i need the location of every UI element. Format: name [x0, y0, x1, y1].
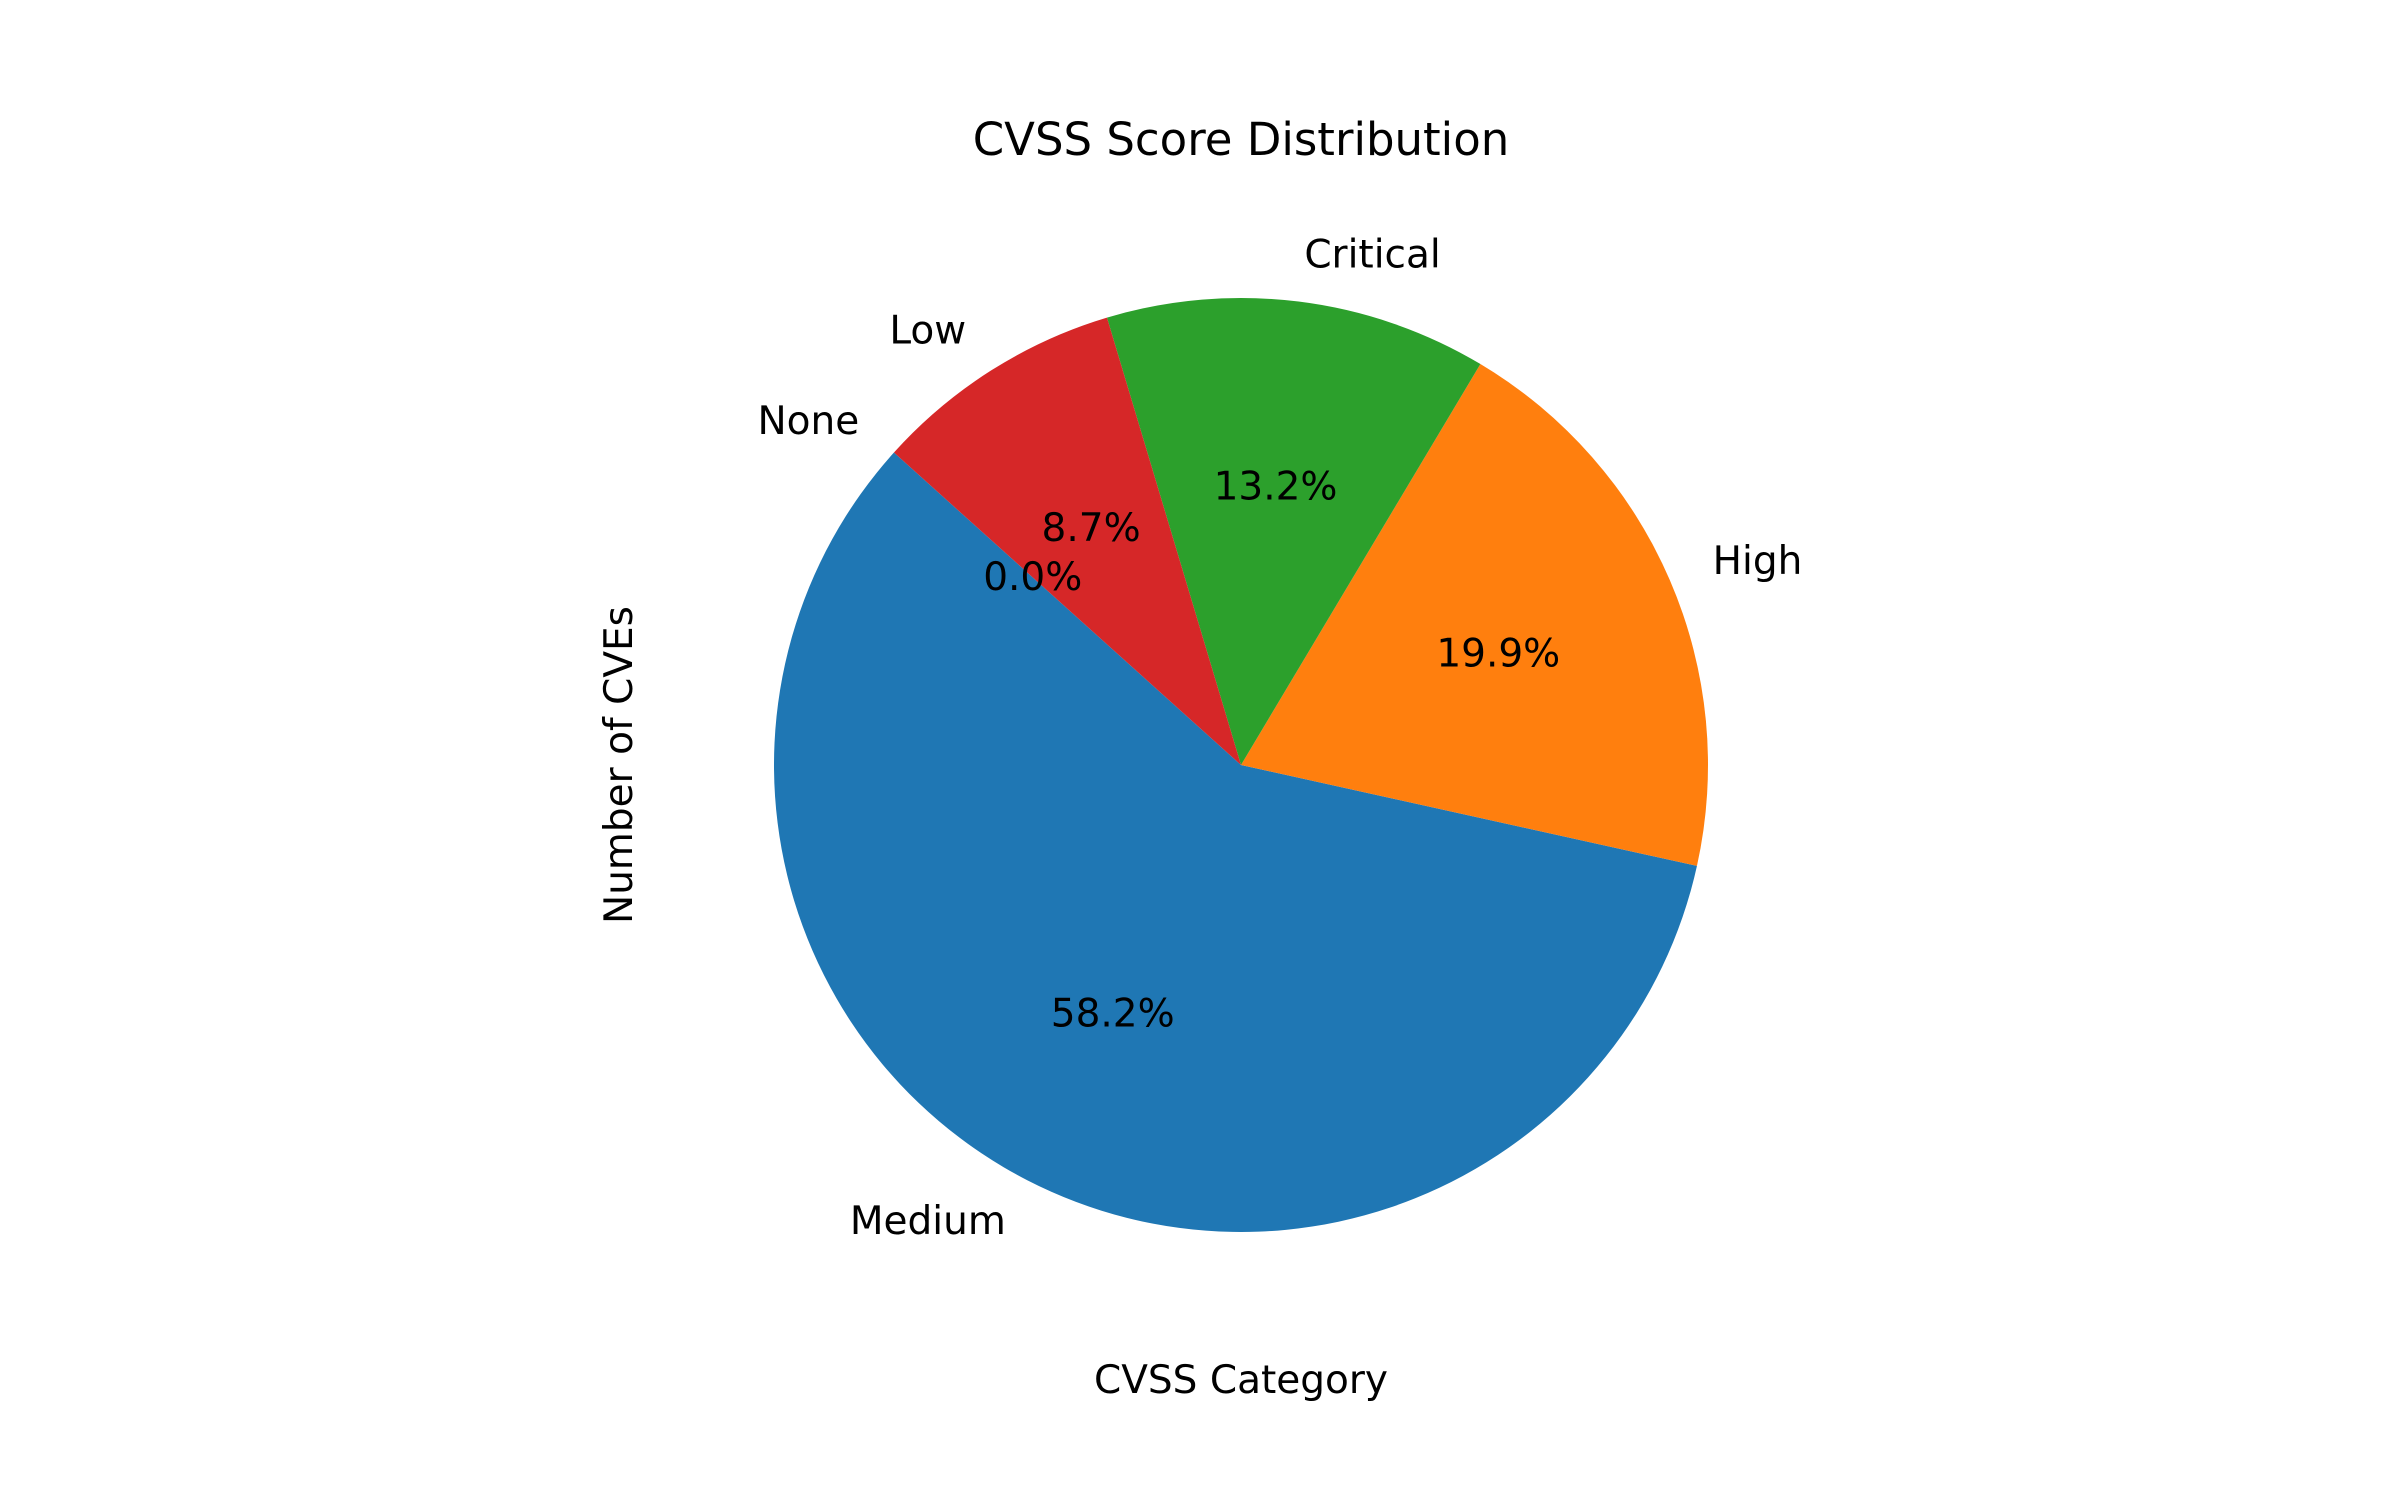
slice-percent-medium: 58.2% — [1051, 992, 1175, 1037]
x-axis-label: CVSS Category — [1094, 1358, 1388, 1403]
pie-slice-critical — [1106, 298, 1481, 765]
pie-slice-labels: None Medium High Critical Low — [757, 233, 1802, 1245]
pie-percent-labels: 0.0% 58.2% 19.9% 13.2% 8.7% — [983, 464, 1560, 1036]
slice-percent-none: 0.0% — [983, 555, 1082, 600]
pie-slice-high — [1241, 364, 1708, 866]
slice-label-critical: Critical — [1304, 233, 1440, 278]
slice-label-high: High — [1713, 539, 1803, 584]
slice-percent-critical: 13.2% — [1214, 464, 1338, 509]
y-axis-label: Number of CVEs — [597, 606, 642, 924]
chart-title: CVSS Score Distribution — [973, 113, 1510, 166]
slice-percent-high: 19.9% — [1436, 631, 1560, 676]
pie-slice-medium — [774, 452, 1697, 1233]
slice-label-none: None — [757, 399, 859, 444]
slice-label-medium: Medium — [850, 1199, 1006, 1244]
slice-label-low: Low — [889, 308, 966, 353]
pie-slice-low — [893, 317, 1241, 765]
pie-slices — [774, 298, 1708, 1233]
slice-percent-low: 8.7% — [1042, 506, 1141, 551]
